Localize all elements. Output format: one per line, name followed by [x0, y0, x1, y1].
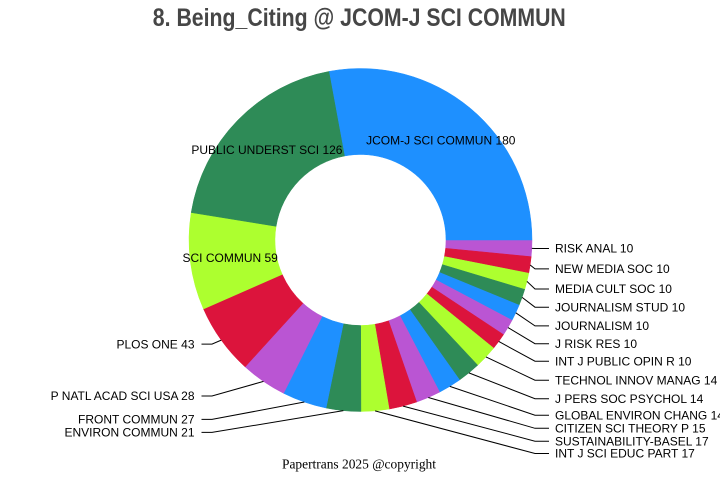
svg-text:J RISK RES 10: J RISK RES 10 — [555, 337, 637, 351]
svg-text:INT J SCI EDUC PART 17: INT J SCI EDUC PART 17 — [555, 447, 695, 461]
svg-text:P NATL ACAD SCI USA 28: P NATL ACAD SCI USA 28 — [51, 389, 195, 403]
svg-text:TECHNOL INNOV MANAG 14: TECHNOL INNOV MANAG 14 — [555, 373, 718, 387]
svg-text:8. Being_Citing @ JCOM-J SCI C: 8. Being_Citing @ JCOM-J SCI COMMUN — [153, 4, 566, 32]
svg-text:JCOM-J SCI COMMUN 180: JCOM-J SCI COMMUN 180 — [366, 134, 516, 148]
svg-text:FRONT COMMUN 27: FRONT COMMUN 27 — [78, 413, 195, 427]
svg-text:CITIZEN SCI THEORY P 15: CITIZEN SCI THEORY P 15 — [555, 422, 706, 436]
svg-text:J PERS SOC PSYCHOL 14: J PERS SOC PSYCHOL 14 — [555, 392, 704, 406]
svg-text:RISK ANAL 10: RISK ANAL 10 — [555, 242, 634, 256]
svg-text:JOURNALISM STUD 10: JOURNALISM STUD 10 — [555, 300, 685, 314]
svg-text:JOURNALISM 10: JOURNALISM 10 — [555, 319, 649, 333]
svg-text:GLOBAL ENVIRON CHANG 14: GLOBAL ENVIRON CHANG 14 — [555, 408, 720, 422]
svg-text:SCI COMMUN 59: SCI COMMUN 59 — [183, 251, 279, 265]
svg-text:SUSTAINABILITY-BASEL 17: SUSTAINABILITY-BASEL 17 — [555, 434, 709, 448]
svg-text:PLOS ONE 43: PLOS ONE 43 — [116, 337, 194, 351]
svg-text:MEDIA CULT SOC 10: MEDIA CULT SOC 10 — [555, 282, 672, 296]
svg-text:NEW MEDIA SOC 10: NEW MEDIA SOC 10 — [555, 262, 670, 276]
svg-text:ENVIRON COMMUN 21: ENVIRON COMMUN 21 — [64, 426, 194, 440]
svg-text:Papertrans 2025 @copyright: Papertrans 2025 @copyright — [282, 458, 436, 473]
svg-text:INT J PUBLIC OPIN R 10: INT J PUBLIC OPIN R 10 — [555, 354, 692, 368]
svg-text:PUBLIC UNDERST SCI 126: PUBLIC UNDERST SCI 126 — [191, 143, 342, 157]
